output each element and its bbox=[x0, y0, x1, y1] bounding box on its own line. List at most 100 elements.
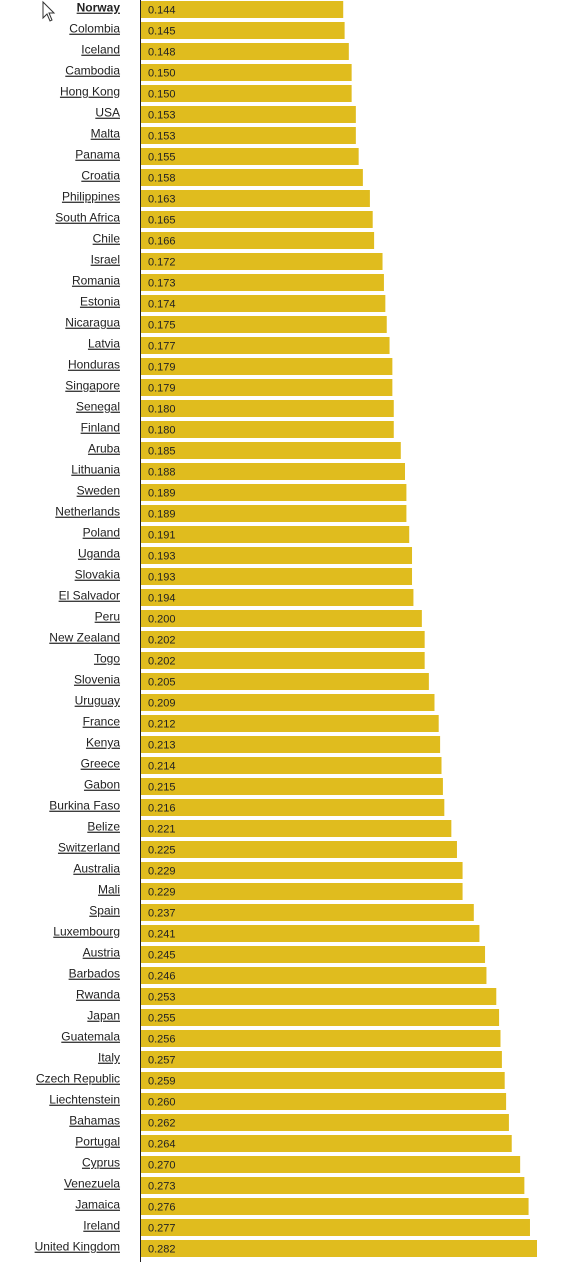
country-link[interactable]: Guatemala bbox=[61, 1030, 120, 1044]
country-link[interactable]: USA bbox=[95, 106, 120, 120]
country-link[interactable]: Gabon bbox=[84, 778, 120, 792]
country-link[interactable]: Switzerland bbox=[58, 841, 120, 855]
value-label: 0.174 bbox=[148, 298, 176, 310]
country-link[interactable]: Romania bbox=[72, 274, 120, 288]
value-label: 0.213 bbox=[148, 739, 176, 751]
value-label: 0.148 bbox=[148, 46, 176, 58]
country-link[interactable]: Portugal bbox=[75, 1135, 120, 1149]
value-label: 0.179 bbox=[148, 361, 176, 373]
bar bbox=[141, 337, 390, 354]
value-label: 0.209 bbox=[148, 697, 176, 709]
country-link[interactable]: Uruguay bbox=[75, 694, 120, 708]
country-link[interactable]: Poland bbox=[83, 526, 120, 540]
country-link[interactable]: Philippines bbox=[62, 190, 120, 204]
value-label: 0.277 bbox=[148, 1222, 176, 1234]
value-label: 0.276 bbox=[148, 1201, 176, 1213]
country-link[interactable]: Iceland bbox=[81, 43, 120, 57]
country-link[interactable]: Latvia bbox=[88, 337, 120, 351]
country-link[interactable]: El Salvador bbox=[59, 589, 120, 603]
bar bbox=[141, 778, 443, 795]
country-link[interactable]: Spain bbox=[89, 904, 120, 918]
country-link[interactable]: Barbados bbox=[69, 967, 120, 981]
value-label: 0.262 bbox=[148, 1117, 176, 1129]
country-link[interactable]: Sweden bbox=[77, 484, 120, 498]
country-link[interactable]: Senegal bbox=[76, 400, 120, 414]
country-link[interactable]: Cyprus bbox=[82, 1156, 120, 1170]
value-label: 0.229 bbox=[148, 886, 176, 898]
country-link[interactable]: Belize bbox=[87, 820, 120, 834]
country-link[interactable]: Panama bbox=[75, 148, 120, 162]
country-link[interactable]: Nicaragua bbox=[65, 316, 120, 330]
bar bbox=[141, 610, 422, 627]
country-link[interactable]: Norway bbox=[77, 1, 121, 15]
value-label: 0.270 bbox=[148, 1159, 176, 1171]
country-link[interactable]: Slovakia bbox=[75, 568, 121, 582]
country-link[interactable]: Togo bbox=[94, 652, 120, 666]
country-link[interactable]: South Africa bbox=[55, 211, 120, 225]
value-label: 0.259 bbox=[148, 1075, 176, 1087]
country-link[interactable]: Kenya bbox=[86, 736, 120, 750]
country-link[interactable]: Peru bbox=[95, 610, 120, 624]
country-link[interactable]: Honduras bbox=[68, 358, 120, 372]
bar bbox=[141, 631, 425, 648]
country-link[interactable]: Bahamas bbox=[69, 1114, 120, 1128]
country-link[interactable]: Singapore bbox=[65, 379, 120, 393]
country-link[interactable]: Jamaica bbox=[75, 1198, 120, 1212]
value-label: 0.173 bbox=[148, 277, 176, 289]
bar bbox=[141, 1177, 525, 1194]
country-link[interactable]: Aruba bbox=[88, 442, 120, 456]
country-link[interactable]: Czech Republic bbox=[36, 1072, 120, 1086]
country-link[interactable]: Slovenia bbox=[74, 673, 120, 687]
value-label: 0.150 bbox=[148, 67, 176, 79]
bar bbox=[141, 211, 373, 228]
value-label: 0.163 bbox=[148, 193, 176, 205]
value-label: 0.253 bbox=[148, 991, 176, 1003]
country-link[interactable]: Japan bbox=[87, 1009, 120, 1023]
country-link[interactable]: Venezuela bbox=[64, 1177, 120, 1191]
country-link[interactable]: Finland bbox=[81, 421, 120, 435]
country-link[interactable]: Chile bbox=[93, 232, 121, 246]
country-link[interactable]: Croatia bbox=[81, 169, 120, 183]
bar bbox=[141, 358, 393, 375]
country-link[interactable]: Malta bbox=[91, 127, 121, 141]
country-link[interactable]: Ireland bbox=[83, 1219, 120, 1233]
country-link[interactable]: Luxembourg bbox=[53, 925, 120, 939]
country-link[interactable]: Italy bbox=[98, 1051, 120, 1065]
country-link[interactable]: Lithuania bbox=[71, 463, 120, 477]
bar bbox=[141, 316, 387, 333]
country-link[interactable]: Australia bbox=[73, 862, 120, 876]
value-label: 0.245 bbox=[148, 949, 176, 961]
country-link[interactable]: Cambodia bbox=[65, 64, 120, 78]
bar bbox=[141, 568, 413, 585]
country-link[interactable]: Uganda bbox=[78, 547, 120, 561]
bar bbox=[141, 862, 463, 879]
value-label: 0.158 bbox=[148, 172, 176, 184]
country-link[interactable]: Rwanda bbox=[76, 988, 120, 1002]
country-link[interactable]: United Kingdom bbox=[35, 1240, 120, 1254]
bar bbox=[141, 1, 344, 18]
country-link[interactable]: Israel bbox=[91, 253, 120, 267]
country-link[interactable]: Greece bbox=[81, 757, 121, 771]
bar bbox=[141, 904, 474, 921]
value-label: 0.155 bbox=[148, 151, 176, 163]
bar bbox=[141, 1051, 502, 1068]
country-link[interactable]: Mali bbox=[98, 883, 120, 897]
country-link[interactable]: Burkina Faso bbox=[49, 799, 120, 813]
country-link[interactable]: France bbox=[83, 715, 121, 729]
value-label: 0.237 bbox=[148, 907, 176, 919]
bar bbox=[141, 274, 384, 291]
value-label: 0.225 bbox=[148, 844, 176, 856]
country-link[interactable]: Colombia bbox=[69, 22, 120, 36]
bar bbox=[141, 1198, 529, 1215]
country-link[interactable]: Austria bbox=[83, 946, 121, 960]
value-label: 0.193 bbox=[148, 571, 176, 583]
country-link[interactable]: Hong Kong bbox=[60, 85, 120, 99]
country-link[interactable]: Estonia bbox=[80, 295, 120, 309]
country-link[interactable]: Netherlands bbox=[55, 505, 120, 519]
bar bbox=[141, 127, 356, 144]
bar bbox=[141, 652, 425, 669]
country-link[interactable]: New Zealand bbox=[49, 631, 120, 645]
bar bbox=[141, 190, 370, 207]
country-link[interactable]: Liechtenstein bbox=[49, 1093, 120, 1107]
bar bbox=[141, 820, 452, 837]
